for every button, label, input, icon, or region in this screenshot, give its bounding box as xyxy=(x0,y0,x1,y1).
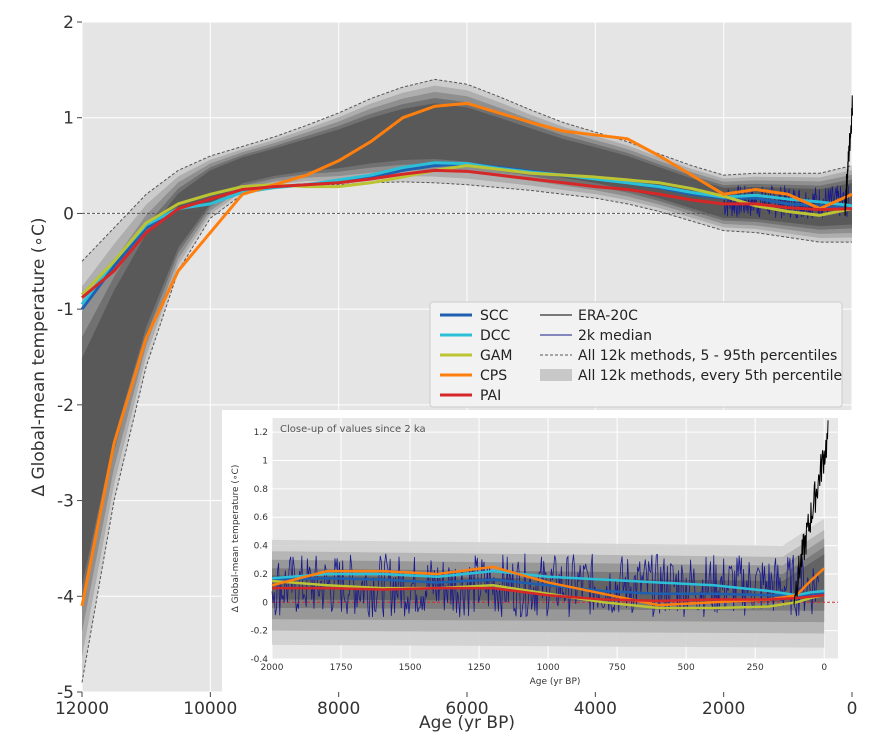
inset-x-tick-label: 1750 xyxy=(330,663,353,673)
x-tick-label: 12000 xyxy=(55,699,109,719)
legend-label: GAM xyxy=(480,348,513,364)
inset-plot: -0.4 -0.2 0 0.2 0.4 0.6 0.8 1 1.2 2000 1750 1500 125… xyxy=(222,410,854,692)
series-line-pai xyxy=(81,168,853,299)
inset-x-axis-label: Age (yr BP) xyxy=(530,677,581,687)
inset-x-tick-label: 500 xyxy=(678,663,695,673)
inset-y-axis-label: Δ Global-mean temperature (∘C) xyxy=(231,465,241,613)
x-tick-label: 0 xyxy=(847,699,858,719)
inset-x-tick-label: 750 xyxy=(609,663,626,673)
legend-label: PAI xyxy=(480,388,501,404)
inset-y-tick-label: -0.2 xyxy=(250,627,268,637)
inset-y-tick-label: 0.8 xyxy=(254,485,269,495)
legend-swatch-percentile-band xyxy=(540,369,572,381)
inset-y-tick-label: 1.2 xyxy=(254,428,268,438)
y-tick-label: 2 xyxy=(63,13,74,33)
y-tick-label: -3 xyxy=(57,492,74,512)
percentile-5-line xyxy=(81,181,852,683)
inset-y-tick-label: 0.2 xyxy=(254,570,268,580)
inset-x-tick-label: 1000 xyxy=(537,663,560,673)
inset-percentile-band xyxy=(272,554,825,603)
inset-x-tick-label: 0 xyxy=(821,663,827,673)
legend-box xyxy=(429,301,843,408)
inset-x-tick-label: 250 xyxy=(747,663,764,673)
inset-x-tick-label: 1250 xyxy=(468,663,491,673)
legend-label: DCC xyxy=(480,328,511,344)
x-tick-label: 8000 xyxy=(317,699,360,719)
inset-series-line-pai xyxy=(272,586,825,603)
inset-y-tick-label: -0.4 xyxy=(250,655,268,665)
x-tick-label: 2000 xyxy=(702,699,745,719)
inset-title: Close-up of values since 2 ka xyxy=(280,424,426,435)
y-axis-label: Δ Global-mean temperature (∘C) xyxy=(29,217,49,496)
inset-y-tick-label: 1 xyxy=(262,457,268,467)
inset-era-20c-line xyxy=(793,420,829,605)
inset-x-tick-label: 2000 xyxy=(261,663,284,673)
inset-y-tick-label: 0 xyxy=(262,598,268,608)
legend-label: All 12k methods, every 5th percentile xyxy=(578,368,842,384)
legend-label: SCC xyxy=(480,308,509,324)
percentile-95-line xyxy=(81,78,853,262)
inset-y-tick-label: 0.4 xyxy=(254,542,269,552)
x-tick-label: 4000 xyxy=(574,699,617,719)
legend-label: All 12k methods, 5 - 95th percentiles xyxy=(578,348,837,364)
inset-y-tick-label: 0.6 xyxy=(254,513,269,523)
era-20c-line xyxy=(844,95,853,216)
y-tick-label: 0 xyxy=(63,204,74,224)
y-tick-label: -1 xyxy=(57,300,74,320)
x-axis-label: Age (yr BP) xyxy=(419,713,515,733)
y-tick-label: -2 xyxy=(57,396,74,416)
legend: SCC DCC GAM CPS PAI ERA-20C 2k median All 12k m… xyxy=(429,301,843,408)
y-tick-label: -4 xyxy=(57,587,74,607)
inset-series-line-gam xyxy=(271,579,825,610)
x-tick-label: 10000 xyxy=(183,699,237,719)
legend-label: CPS xyxy=(480,368,507,384)
x-tick-label: 6000 xyxy=(445,699,488,719)
series-line-gam xyxy=(80,164,853,296)
inset-x-tick-label: 1500 xyxy=(399,663,422,673)
series-line-cps xyxy=(80,101,853,607)
legend-label: ERA-20C xyxy=(578,308,638,324)
legend-label: 2k median xyxy=(578,328,652,344)
y-tick-label: 1 xyxy=(63,109,74,129)
y-tick-label: -5 xyxy=(57,683,74,703)
